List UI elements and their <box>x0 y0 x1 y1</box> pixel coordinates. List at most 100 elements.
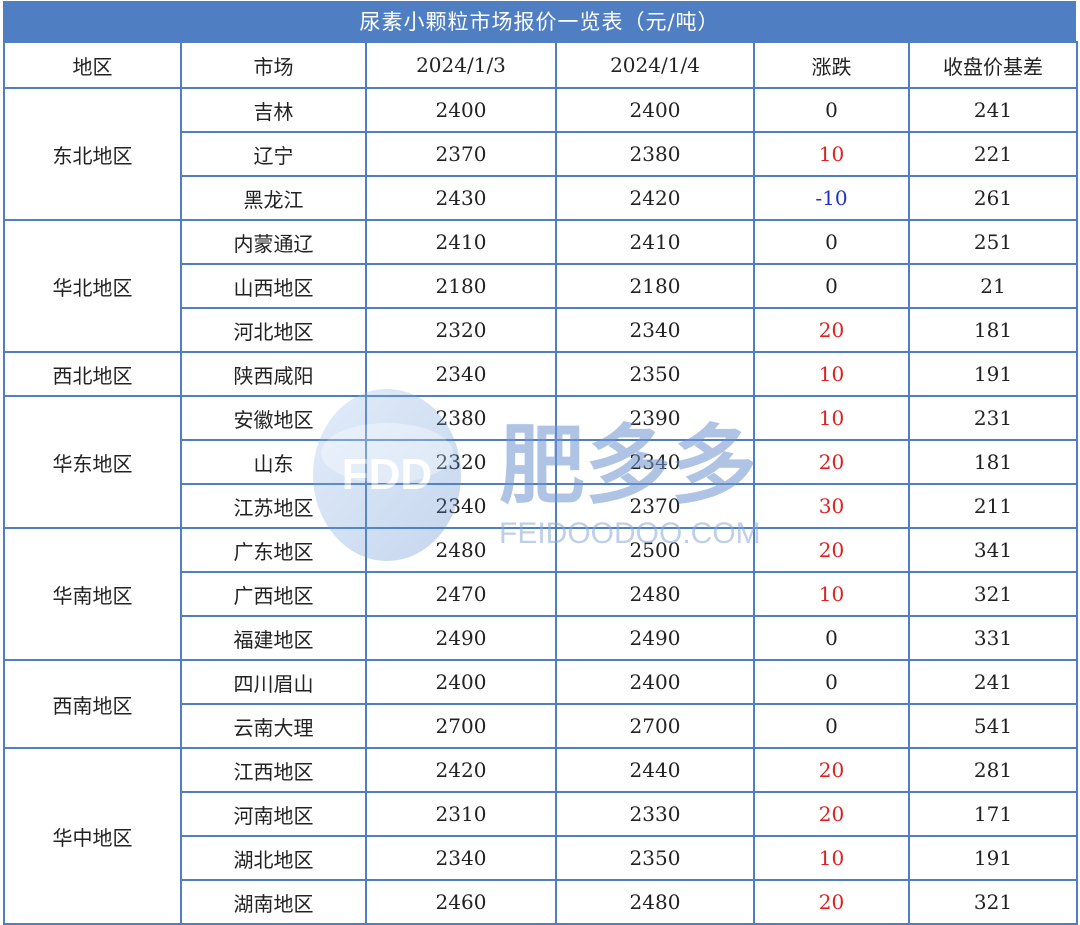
price-date-1-cell: 2320 <box>365 439 557 485</box>
price-date-2-cell: 2480 <box>555 571 755 617</box>
table-row: 黑龙江 2430 2420 -10 261 <box>4 175 1078 221</box>
price-date-1-cell: 2380 <box>365 395 557 441</box>
table-body: 东北地区 吉林 2400 2400 0 241 辽宁 2370 2380 10 221 黑龙江 2430… <box>3 87 1078 925</box>
market-cell: 广东地区 <box>180 527 367 573</box>
price-date-1-cell: 2310 <box>365 791 557 837</box>
market-cell: 河北地区 <box>180 307 367 353</box>
price-date-1-cell: 2400 <box>365 659 557 705</box>
change-cell: 10 <box>753 351 910 397</box>
price-date-1-cell: 2490 <box>365 615 557 661</box>
basis-cell: 541 <box>908 703 1078 749</box>
table-row: 华东地区 安徽地区 2380 2390 10 231 <box>3 395 1078 529</box>
table-row: 湖南地区 2460 2480 20 321 <box>4 879 1078 925</box>
price-date-1-cell: 2180 <box>365 263 557 309</box>
price-date-2-cell: 2700 <box>555 703 755 749</box>
price-date-2-cell: 2370 <box>555 483 755 529</box>
price-date-2-cell: 2490 <box>555 615 755 661</box>
price-date-1-cell: 2470 <box>365 571 557 617</box>
region-cell: 西南地区 <box>3 659 182 749</box>
basis-cell: 251 <box>908 219 1078 265</box>
basis-cell: 21 <box>908 263 1078 309</box>
change-cell: 10 <box>753 835 910 881</box>
region-cell: 华中地区 <box>3 747 182 925</box>
price-date-2-cell: 2380 <box>555 131 755 177</box>
header-date-1: 2024/1/3 <box>365 41 557 89</box>
price-date-2-cell: 2400 <box>555 87 755 133</box>
change-cell: -10 <box>753 175 910 221</box>
basis-cell: 321 <box>908 879 1078 925</box>
price-date-2-cell: 2410 <box>555 219 755 265</box>
change-cell: 0 <box>753 703 910 749</box>
change-cell: 0 <box>753 219 910 265</box>
basis-cell: 191 <box>908 835 1078 881</box>
change-cell: 10 <box>753 131 910 177</box>
market-cell: 吉林 <box>180 87 367 133</box>
change-cell: 10 <box>753 571 910 617</box>
basis-cell: 261 <box>908 175 1078 221</box>
change-cell: 20 <box>753 879 910 925</box>
basis-cell: 241 <box>908 87 1078 133</box>
basis-cell: 231 <box>908 395 1078 441</box>
price-date-2-cell: 2340 <box>555 439 755 485</box>
table-title: 尿素小颗粒市场报价一览表（元/吨） <box>3 1 1076 41</box>
market-cell: 辽宁 <box>180 131 367 177</box>
table-row: 山西地区 2180 2180 0 21 <box>4 263 1078 309</box>
price-date-2-cell: 2180 <box>555 263 755 309</box>
change-cell: 20 <box>753 747 910 793</box>
market-cell: 湖北地区 <box>180 835 367 881</box>
market-cell: 江苏地区 <box>180 483 367 529</box>
region-cell: 华南地区 <box>3 527 182 661</box>
price-date-2-cell: 2420 <box>555 175 755 221</box>
region-cell: 华东地区 <box>3 395 182 529</box>
price-date-2-cell: 2400 <box>555 659 755 705</box>
market-cell: 广西地区 <box>180 571 367 617</box>
change-cell: 0 <box>753 263 910 309</box>
price-date-1-cell: 2340 <box>365 351 557 397</box>
basis-cell: 211 <box>908 483 1078 529</box>
region-cell: 西北地区 <box>3 351 182 397</box>
market-cell: 河南地区 <box>180 791 367 837</box>
price-date-1-cell: 2480 <box>365 527 557 573</box>
price-date-1-cell: 2700 <box>365 703 557 749</box>
market-cell: 湖南地区 <box>180 879 367 925</box>
price-date-2-cell: 2440 <box>555 747 755 793</box>
price-date-1-cell: 2400 <box>365 87 557 133</box>
price-date-2-cell: 2330 <box>555 791 755 837</box>
header-basis: 收盘价基差 <box>908 41 1078 89</box>
basis-cell: 241 <box>908 659 1078 705</box>
market-cell: 黑龙江 <box>180 175 367 221</box>
price-date-1-cell: 2410 <box>365 219 557 265</box>
basis-cell: 331 <box>908 615 1078 661</box>
basis-cell: 221 <box>908 131 1078 177</box>
price-date-1-cell: 2460 <box>365 879 557 925</box>
region-cell: 华北地区 <box>3 219 182 353</box>
header-change: 涨跌 <box>753 41 910 89</box>
table-row: 河南地区 2310 2330 20 171 <box>4 791 1078 837</box>
change-cell: 0 <box>753 615 910 661</box>
table-row: 湖北地区 2340 2350 10 191 <box>4 835 1078 881</box>
price-date-2-cell: 2500 <box>555 527 755 573</box>
basis-cell: 321 <box>908 571 1078 617</box>
market-cell: 云南大理 <box>180 703 367 749</box>
change-cell: 20 <box>753 527 910 573</box>
change-cell: 10 <box>753 395 910 441</box>
price-date-1-cell: 2370 <box>365 131 557 177</box>
price-date-1-cell: 2430 <box>365 175 557 221</box>
price-date-2-cell: 2340 <box>555 307 755 353</box>
table-row: 福建地区 2490 2490 0 331 <box>4 615 1078 661</box>
table-row: 辽宁 2370 2380 10 221 <box>4 131 1078 177</box>
basis-cell: 191 <box>908 351 1078 397</box>
table-row: 西南地区 四川眉山 2400 2400 0 241 <box>3 659 1078 749</box>
market-cell: 四川眉山 <box>180 659 367 705</box>
price-date-1-cell: 2340 <box>365 483 557 529</box>
basis-cell: 171 <box>908 791 1078 837</box>
price-date-1-cell: 2420 <box>365 747 557 793</box>
price-table: 地区 市场 2024/1/3 2024/1/4 涨跌 收盘价基差 东北地区 吉林 2… <box>3 41 1078 925</box>
market-cell: 江西地区 <box>180 747 367 793</box>
price-date-1-cell: 2320 <box>365 307 557 353</box>
basis-cell: 341 <box>908 527 1078 573</box>
header-row: 地区 市场 2024/1/3 2024/1/4 涨跌 收盘价基差 <box>3 41 1078 89</box>
table-row: 河北地区 2320 2340 20 181 <box>4 307 1078 353</box>
basis-cell: 181 <box>908 307 1078 353</box>
header-date-2: 2024/1/4 <box>555 41 755 89</box>
